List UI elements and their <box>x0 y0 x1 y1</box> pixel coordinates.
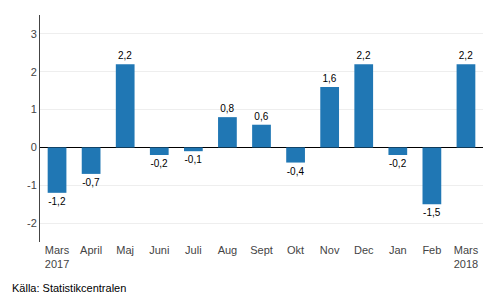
svg-text:Maj: Maj <box>116 244 134 256</box>
svg-text:Nov: Nov <box>320 244 340 256</box>
svg-text:-0,4: -0,4 <box>287 166 305 177</box>
svg-text:Mars2017: Mars2017 <box>45 244 70 270</box>
svg-text:-1,5: -1,5 <box>423 207 441 218</box>
svg-text:1: 1 <box>31 103 37 115</box>
svg-text:April: April <box>80 244 102 256</box>
svg-text:Okt: Okt <box>287 244 304 256</box>
svg-text:Mars2018: Mars2018 <box>454 244 479 270</box>
svg-text:-0,7: -0,7 <box>82 177 100 188</box>
svg-text:-2: -2 <box>27 217 37 229</box>
svg-text:Källa: Statistikcentralen: Källa: Statistikcentralen <box>12 282 126 294</box>
svg-text:Feb: Feb <box>422 244 441 256</box>
svg-text:Aug: Aug <box>218 244 238 256</box>
svg-text:Sept: Sept <box>250 244 273 256</box>
svg-text:-1: -1 <box>27 179 37 191</box>
svg-text:Dec: Dec <box>354 244 374 256</box>
svg-text:0,6: 0,6 <box>254 111 268 122</box>
svg-text:-1,2: -1,2 <box>48 196 66 207</box>
svg-text:2: 2 <box>31 66 37 78</box>
svg-text:Juli: Juli <box>185 244 202 256</box>
svg-text:-0,2: -0,2 <box>389 158 407 169</box>
svg-text:2,2: 2,2 <box>118 50 132 61</box>
svg-text:3: 3 <box>31 28 37 40</box>
svg-text:1,6: 1,6 <box>322 73 336 84</box>
svg-text:0: 0 <box>31 141 37 153</box>
svg-text:0,8: 0,8 <box>220 103 234 114</box>
svg-text:2,2: 2,2 <box>459 50 473 61</box>
svg-text:Juni: Juni <box>149 244 169 256</box>
svg-text:-0,2: -0,2 <box>150 158 168 169</box>
svg-text:-0,1: -0,1 <box>185 154 203 165</box>
svg-text:Jan: Jan <box>389 244 407 256</box>
svg-text:2,2: 2,2 <box>357 50 371 61</box>
